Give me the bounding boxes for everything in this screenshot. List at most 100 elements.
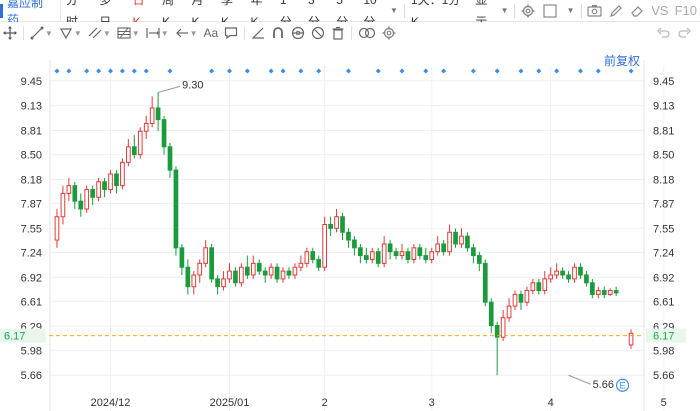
measure-tool[interactable]: ▼: [143, 22, 172, 44]
chevron-down-icon: ▼: [189, 28, 198, 38]
fibonacci-icon: [117, 27, 131, 39]
y-tick-label-right: 8.18: [653, 174, 674, 186]
event-marker-diamond: [375, 68, 381, 74]
delete-drawings-tool[interactable]: [328, 22, 348, 44]
candle-down: [256, 262, 262, 272]
chevron-down-icon: ▼: [500, 5, 509, 15]
event-marker-diamond: [108, 68, 114, 74]
angle-icon: [251, 27, 265, 39]
candle-up: [298, 262, 304, 268]
candle-down: [471, 247, 476, 257]
y-tick-label-left: 8.81: [21, 125, 42, 137]
candle-down: [316, 258, 322, 268]
divider: [351, 26, 353, 40]
y-tick-label-right: 8.81: [653, 125, 674, 137]
candle-up: [411, 247, 417, 260]
candle-up: [572, 266, 577, 280]
draw-button[interactable]: [605, 0, 627, 22]
crosshair-tool[interactable]: [0, 22, 20, 44]
y-tick-label-right: 6.92: [653, 272, 674, 284]
f10-button[interactable]: F10: [674, 3, 698, 18]
event-marker-diamond: [96, 68, 102, 74]
y-tick-label-left: 5.66: [21, 370, 42, 382]
candle-down: [441, 243, 446, 253]
redo-icon[interactable]: [678, 26, 692, 40]
period-tab-6[interactable]: 年K: [245, 0, 274, 33]
candle-up: [435, 243, 441, 253]
overlay-dropdown[interactable]: ▼: [561, 0, 579, 22]
divider: [244, 26, 246, 40]
camera-icon: [587, 5, 602, 17]
candle-down: [405, 251, 411, 260]
y-tick-label-left: 6.92: [21, 272, 42, 284]
candle-up: [548, 274, 554, 280]
candle-down: [488, 301, 494, 327]
settings-button[interactable]: [517, 0, 539, 22]
fibonacci-tool[interactable]: ▼: [114, 22, 143, 44]
magnet-tool[interactable]: [268, 22, 288, 44]
screenshot-button[interactable]: [584, 0, 606, 22]
line-tool[interactable]: ▼: [27, 22, 56, 44]
event-marker-diamond: [595, 68, 601, 74]
y-tick-label-left: 8.18: [21, 174, 42, 186]
candle-up: [530, 282, 536, 292]
candle-down: [536, 282, 542, 292]
event-marker-diamond: [536, 68, 542, 74]
crosshair-icon: [3, 26, 17, 40]
candle-up: [506, 305, 512, 319]
event-marker-diamond: [298, 68, 304, 74]
text-tool[interactable]: Aa: [201, 22, 222, 44]
line-segment-icon: [30, 26, 44, 40]
x-tick-label: 3: [429, 397, 435, 409]
period-tab-2[interactable]: 日K: [128, 0, 157, 33]
candle-down: [340, 216, 345, 233]
overlay-checkbox[interactable]: [539, 0, 561, 22]
candlestick-chart[interactable]: 9.45 9.45 9.13 9.13 8.81 8.81 8.50 8.50 8.18 8.18…: [0, 44, 700, 411]
angle-tool[interactable]: [248, 22, 268, 44]
period-tab-4[interactable]: 月K: [187, 0, 216, 33]
price-adjust-toggle[interactable]: 前复权: [603, 54, 640, 68]
undo-icon[interactable]: [656, 26, 670, 40]
kline-chart-panel[interactable]: 前复权 9.45 9.45 9.13 9.13 8.81 8.81 8.50 8.50 8.18…: [0, 44, 700, 411]
stock-indicator-bar: [0, 3, 3, 18]
candle-down: [90, 189, 96, 198]
candle-down: [244, 266, 250, 276]
candle-down: [114, 173, 119, 187]
compare-tool[interactable]: [355, 22, 379, 44]
candle-up: [197, 262, 203, 276]
shape-tool[interactable]: ▼: [56, 22, 85, 44]
period-tab-3[interactable]: 周K: [157, 0, 186, 33]
event-marker-diamond: [423, 68, 429, 74]
gear-icon: [382, 26, 396, 40]
channel-tool[interactable]: ▼: [85, 22, 114, 44]
draw-settings-tool[interactable]: [379, 22, 399, 44]
arrow-tool[interactable]: ▼: [172, 22, 201, 44]
event-marker-diamond: [280, 68, 286, 74]
candle-up: [447, 231, 452, 253]
y-tick-label-left: 8.50: [21, 150, 42, 162]
eraser-icon: [631, 5, 644, 17]
stock-name-tab[interactable]: 嘉应制药: [0, 0, 61, 27]
erase-button[interactable]: [627, 0, 649, 22]
candle-down: [393, 251, 399, 257]
candle-up: [381, 243, 387, 264]
event-marker-diamond: [143, 68, 149, 74]
top-toolbar: 嘉应制药 分时多日日K周K月K季K年K1分3分5分 10分▼ 1天：1分K 显示…: [0, 0, 700, 29]
candle-up: [292, 266, 298, 276]
event-badge: [615, 378, 630, 392]
hide-drawings-tool[interactable]: [288, 22, 308, 44]
note-tool[interactable]: [221, 22, 241, 44]
y-tick-label-right: 7.87: [653, 199, 674, 211]
y-tick-label-right: 5.66: [653, 370, 674, 382]
vs-button[interactable]: VS: [651, 3, 669, 18]
chevron-down-icon: ▼: [102, 28, 111, 38]
period-tab-5[interactable]: 季K: [216, 0, 245, 33]
candle-down: [560, 270, 565, 276]
divider: [580, 3, 582, 18]
pencil-icon: [609, 4, 622, 17]
ratio-dropdown[interactable]: 1天：1分K: [407, 0, 471, 33]
candle-down: [161, 119, 167, 148]
lock-drawings-tool[interactable]: [308, 22, 328, 44]
candle-up: [66, 185, 72, 194]
candle-down: [167, 146, 173, 171]
